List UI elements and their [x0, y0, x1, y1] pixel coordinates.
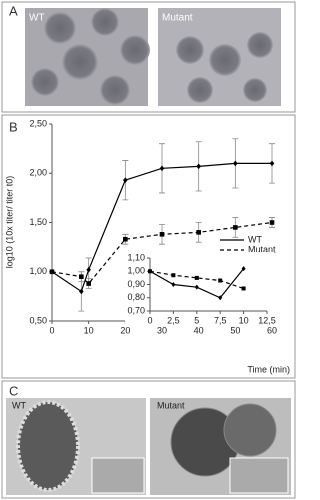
- series-line: [51, 162, 272, 293]
- marker: [233, 160, 238, 167]
- x-tick-label: 0: [147, 315, 152, 325]
- em-label: Mutant: [157, 400, 185, 410]
- x-tick-label: 50: [230, 325, 240, 335]
- marker: [194, 284, 199, 290]
- x-tick-label: 7,5: [214, 315, 227, 325]
- marker: [171, 282, 176, 287]
- y-tick-label: 0,70: [127, 305, 145, 315]
- marker: [86, 266, 91, 273]
- panel-a-frame: [1, 1, 296, 113]
- marker: [196, 230, 201, 235]
- marker: [86, 281, 91, 286]
- y-tick-label: 1,10: [127, 252, 145, 262]
- em-mutant: [150, 398, 291, 495]
- marker: [159, 232, 165, 237]
- x-tick-label: 30: [157, 325, 167, 335]
- x-tick-label: 5: [194, 315, 199, 325]
- panel-label: A: [9, 3, 18, 18]
- figure: A WT Mutant B log10 (10x titer/ titer t0…: [1, 1, 296, 499]
- marker: [269, 220, 275, 225]
- marker: [218, 295, 223, 301]
- marker: [79, 288, 84, 295]
- x-tick-label: 12,5: [258, 315, 276, 325]
- marker: [79, 274, 84, 279]
- photo-label: WT: [29, 13, 45, 24]
- marker: [241, 286, 246, 291]
- x-tick-label: 10: [239, 315, 249, 325]
- legend-label: WT: [248, 234, 262, 244]
- legend-label: Mutant: [248, 244, 276, 254]
- panel-b-frame: [1, 114, 296, 379]
- em-wt: [6, 398, 146, 495]
- y-axis-label: log10 (10x titer/ titer t0): [4, 176, 14, 269]
- photo-label: Mutant: [162, 13, 193, 24]
- y-tick-label: 0,90: [127, 279, 145, 289]
- marker: [218, 278, 223, 283]
- y-tick-label: 1,00: [29, 266, 47, 276]
- series-line: [149, 270, 244, 290]
- marker: [171, 273, 176, 278]
- marker: [159, 165, 165, 172]
- x-tick-label: 10: [84, 325, 94, 335]
- x-tick-label: 0: [49, 325, 54, 335]
- marker: [49, 269, 55, 275]
- photo-wt: [25, 8, 150, 106]
- panel-c-frame: [1, 380, 296, 499]
- y-tick-label: 2,00: [29, 168, 47, 178]
- y-tick-label: 2,50: [29, 118, 47, 128]
- y-tick-label: 1,50: [29, 217, 47, 227]
- marker: [241, 266, 246, 272]
- y-tick-label: 0,80: [127, 292, 145, 302]
- x-tick-label: 60: [267, 325, 277, 335]
- marker: [233, 225, 238, 230]
- y-tick-label: 1,00: [127, 266, 145, 276]
- x-tick-label: 20: [120, 325, 130, 335]
- em-label: WT: [12, 400, 26, 410]
- x-axis-label: Time (min): [247, 364, 290, 374]
- marker: [269, 160, 275, 167]
- marker: [194, 275, 199, 280]
- y-tick-label: 0,50: [29, 315, 47, 325]
- marker: [196, 163, 201, 170]
- x-tick-label: 2,5: [167, 315, 180, 325]
- panel-label: C: [9, 383, 18, 398]
- marker: [123, 236, 128, 242]
- marker: [123, 177, 128, 183]
- panel-label: B: [9, 119, 18, 134]
- x-tick-label: 40: [194, 325, 204, 335]
- marker: [148, 269, 152, 274]
- photo-mutant: [158, 8, 281, 106]
- chart-layer: 0,501,001,502,002,500 10 20 30 40 50 60WTMutan…: [29, 118, 277, 335]
